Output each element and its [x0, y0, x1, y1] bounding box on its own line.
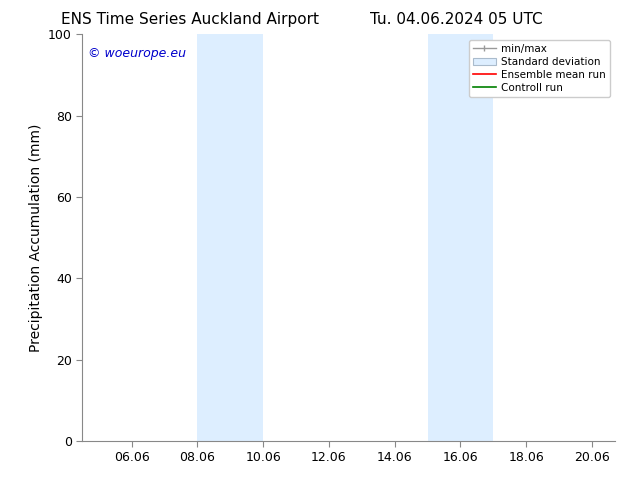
Text: Tu. 04.06.2024 05 UTC: Tu. 04.06.2024 05 UTC: [370, 12, 543, 27]
Bar: [197, 34, 263, 441]
Bar: [427, 34, 493, 441]
Legend: min/max, Standard deviation, Ensemble mean run, Controll run: min/max, Standard deviation, Ensemble me…: [469, 40, 610, 97]
Text: ENS Time Series Auckland Airport: ENS Time Series Auckland Airport: [61, 12, 319, 27]
Text: © woeurope.eu: © woeurope.eu: [87, 47, 186, 59]
Y-axis label: Precipitation Accumulation (mm): Precipitation Accumulation (mm): [29, 123, 42, 352]
